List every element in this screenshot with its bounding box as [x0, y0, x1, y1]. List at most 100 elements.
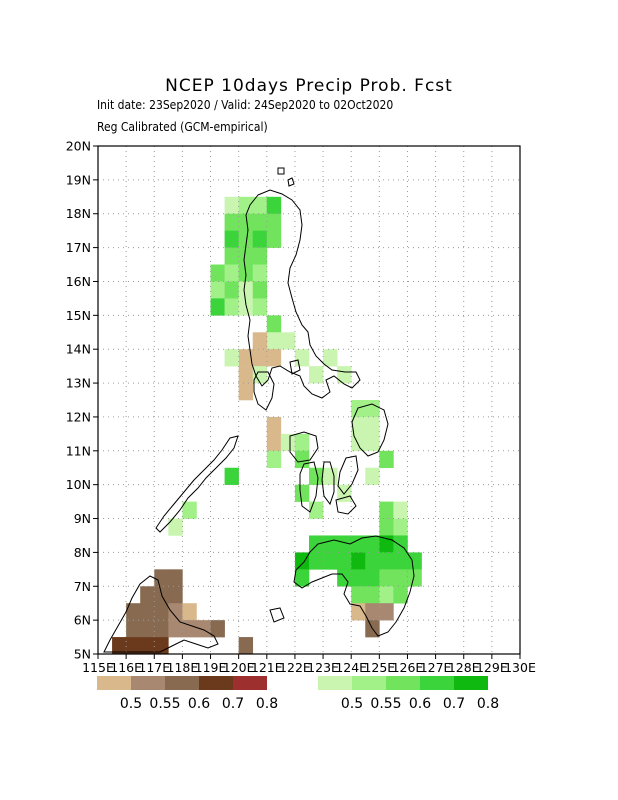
- probability-cell: [351, 586, 366, 604]
- probability-cell: [154, 620, 169, 638]
- lon-tick-label: 116E: [110, 660, 142, 675]
- samar-coast: [351, 403, 389, 457]
- wet-legend-swatch: [318, 676, 352, 690]
- probability-cell: [126, 603, 141, 621]
- negros-coast: [299, 461, 319, 513]
- probability-cell: [168, 569, 183, 587]
- borneo-coast: [103, 575, 219, 653]
- probability-cell: [323, 467, 338, 485]
- cebu-coast: [321, 461, 335, 506]
- mindanao-coast: [293, 535, 415, 637]
- probability-cell: [238, 230, 254, 248]
- probability-cell: [351, 416, 366, 435]
- probability-cell: [252, 349, 268, 367]
- probability-cell: [323, 349, 338, 367]
- probability-cell: [266, 213, 282, 231]
- dry-legend-swatch: [131, 676, 165, 690]
- probability-cell: [323, 535, 338, 553]
- probability-cell: [266, 416, 282, 435]
- probability-cell: [238, 298, 254, 316]
- dry-legend-label: 0.7: [222, 696, 244, 712]
- probability-cell: [224, 349, 239, 367]
- wet-legend-swatch: [454, 676, 488, 690]
- map-title: NCEP 10days Precip Prob. Fcst: [165, 76, 453, 96]
- probability-cell: [140, 620, 155, 638]
- method-subtitle: Reg Calibrated (GCM-empirical): [97, 120, 268, 134]
- probability-cell: [154, 603, 169, 621]
- lat-tick-label: 16N: [66, 274, 91, 289]
- wet-legend-swatch: [386, 676, 420, 690]
- probability-cell: [365, 400, 380, 418]
- probability-cell: [266, 433, 282, 452]
- probability-cell: [393, 518, 408, 536]
- probability-cell: [238, 281, 254, 299]
- probability-cell: [379, 518, 394, 536]
- probability-cell: [168, 586, 183, 604]
- probability-cell: [407, 552, 422, 570]
- plot-border: [97, 145, 521, 655]
- probability-cell: [238, 383, 254, 401]
- probability-cell: [112, 637, 127, 655]
- lon-tick-label: 128E: [448, 660, 480, 675]
- probability-cell: [224, 467, 239, 485]
- dry-legend-swatch: [233, 676, 267, 690]
- probability-cell: [252, 264, 268, 282]
- probability-cell: [309, 535, 324, 553]
- probability-cell: [309, 366, 324, 384]
- lon-tick-label: 124E: [335, 660, 367, 675]
- axis-labels: 5N 6N 7N 8N 9N 10N 11N 12N 13N 14N 15N 16N 17N 18N 19N…: [66, 139, 536, 676]
- probability-cell: [252, 247, 268, 265]
- panay-coast: [289, 431, 319, 463]
- probability-cell: [379, 586, 394, 604]
- probability-cell: [379, 535, 394, 553]
- probability-cell: [323, 552, 338, 570]
- probability-cell: [379, 603, 394, 621]
- probability-cell: [196, 620, 211, 638]
- lat-tick-label: 8N: [74, 545, 91, 560]
- batanes-coast: [277, 167, 285, 175]
- basilan-coast: [269, 607, 285, 623]
- probability-cell: [337, 366, 352, 384]
- probability-cell: [224, 230, 239, 248]
- lon-tick-label: 127E: [420, 660, 452, 675]
- probability-cell: [140, 603, 155, 621]
- probability-cell: [365, 433, 380, 452]
- probability-cell: [393, 586, 408, 604]
- probability-cell: [280, 433, 296, 452]
- probability-cell: [351, 603, 366, 621]
- probability-cell: [351, 569, 366, 587]
- probability-cell: [294, 450, 310, 469]
- probability-cell: [294, 433, 310, 452]
- probability-cell: [140, 637, 155, 655]
- marinduque-coast: [289, 359, 301, 375]
- probability-cell: [351, 535, 366, 553]
- lat-tick-label: 17N: [66, 240, 91, 255]
- wet-legend-label: 0.7: [443, 696, 465, 712]
- wet-legend-label: 0.5: [341, 696, 363, 712]
- probability-cell: [252, 196, 268, 215]
- lon-tick-label: 117E: [138, 660, 170, 675]
- probability-cell: [337, 535, 352, 553]
- probability-cell: [379, 552, 394, 570]
- lat-tick-label: 7N: [74, 579, 91, 594]
- probability-cell: [238, 213, 254, 231]
- dry-legend-swatch: [97, 676, 131, 690]
- gridlines: [98, 146, 520, 654]
- lat-tick-label: 14N: [66, 342, 91, 357]
- probability-cell: [182, 501, 197, 519]
- lat-tick-label: 15N: [66, 308, 91, 323]
- probability-cell: [266, 230, 282, 248]
- probability-cell: [238, 247, 254, 265]
- probability-cell: [365, 586, 380, 604]
- probability-cell: [309, 552, 324, 570]
- probability-cell: [280, 332, 296, 350]
- probability-cell: [365, 467, 380, 485]
- probability-cell: [126, 620, 141, 638]
- probability-cell: [365, 416, 380, 435]
- probability-cell: [168, 518, 183, 536]
- wet-legend-label: 0.8: [477, 696, 499, 712]
- wet-legend-label: 0.6: [409, 696, 431, 712]
- probability-cell: [379, 569, 394, 587]
- probability-cell: [210, 281, 225, 299]
